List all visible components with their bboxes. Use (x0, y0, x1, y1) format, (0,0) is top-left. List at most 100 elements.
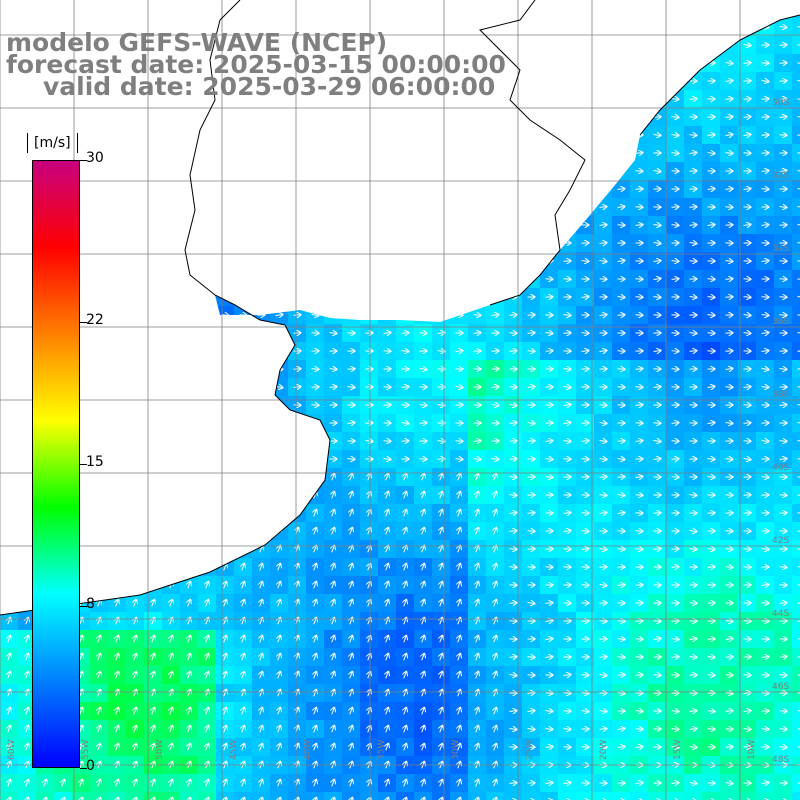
longitude-label: 15W (673, 740, 683, 760)
wind-arrow (8, 528, 11, 535)
wind-cell (270, 432, 288, 450)
wind-cell (450, 288, 468, 306)
wind-arrow (437, 153, 445, 154)
wind-cell (144, 504, 162, 522)
wind-cell (576, 162, 594, 180)
latitude-label: 32S (772, 171, 789, 181)
wind-cell (612, 54, 630, 72)
wind-arrow (653, 45, 661, 46)
wind-cell (360, 108, 378, 126)
wind-cell (792, 288, 800, 306)
wind-arrow (185, 441, 193, 442)
wind-arrow (239, 152, 247, 153)
wind-cell (432, 252, 450, 270)
wind-arrow (80, 582, 83, 589)
wind-arrow (80, 528, 83, 535)
wind-cell (648, 90, 666, 108)
wind-cell (108, 378, 126, 396)
wind-arrow (581, 243, 589, 244)
wind-cell (0, 792, 18, 800)
wind-cell (504, 36, 522, 54)
wind-cell (54, 792, 72, 800)
wind-arrow (743, 135, 751, 136)
wind-cell (648, 0, 666, 18)
wind-cell (504, 162, 522, 180)
wind-cell (360, 252, 378, 270)
wind-cell (180, 162, 198, 180)
wind-arrow (167, 153, 175, 154)
wind-cell (180, 450, 198, 468)
wind-cell (450, 252, 468, 270)
wind-arrow (491, 225, 499, 226)
wind-arrow (224, 546, 227, 553)
wind-arrow (689, 135, 697, 136)
wind-cell (0, 594, 18, 612)
wind-cell (234, 360, 252, 378)
wind-arrow (80, 510, 83, 517)
wind-arrow (725, 153, 733, 154)
wind-cell (342, 252, 360, 270)
wind-arrow (527, 225, 535, 226)
wind-cell (162, 558, 180, 576)
longitude-label: 25W (525, 740, 535, 760)
wind-arrow (743, 224, 751, 225)
wind-cell (558, 90, 576, 108)
wind-arrow (743, 81, 751, 82)
wind-arrow (437, 135, 445, 136)
wind-cell (378, 288, 396, 306)
wind-cell (216, 126, 234, 144)
wind-arrow (149, 369, 157, 370)
wind-cell (396, 234, 414, 252)
wind-cell (612, 162, 630, 180)
wind-cell (792, 18, 800, 36)
wind-cell (378, 216, 396, 234)
wind-arrow (293, 279, 301, 280)
wind-cell (0, 396, 18, 414)
wind-cell (432, 162, 450, 180)
wind-cell (180, 126, 198, 144)
wind-arrow (185, 207, 193, 208)
wind-arrow (149, 297, 157, 298)
wind-arrow (743, 458, 751, 459)
wind-cell (252, 468, 270, 486)
wind-cell (90, 378, 108, 396)
wind-arrow (653, 297, 661, 298)
wind-arrow (134, 546, 137, 553)
wind-arrow (563, 261, 571, 262)
wind-arrow (131, 9, 139, 10)
wind-arrow (581, 441, 589, 442)
wind-cell (432, 126, 450, 144)
wind-arrow (8, 546, 11, 553)
wind-cell (108, 414, 126, 432)
wind-cell (252, 216, 270, 234)
wind-arrow (599, 657, 607, 658)
wind-cell (234, 288, 252, 306)
wind-arrow (311, 297, 319, 298)
wind-cell (252, 144, 270, 162)
wind-cell (684, 36, 702, 54)
wind-arrow (617, 477, 625, 478)
wind-arrow (599, 189, 607, 190)
wind-arrow (725, 423, 733, 424)
wind-arrow (275, 315, 283, 316)
wind-cell (252, 108, 270, 126)
wind-cell (396, 0, 414, 18)
wind-arrow (671, 477, 679, 478)
wind-arrow (707, 135, 715, 136)
wind-arrow (239, 405, 247, 406)
wind-arrow (5, 207, 13, 208)
wind-arrow (491, 333, 499, 334)
wind-arrow (743, 387, 751, 388)
wind-arrow (8, 582, 11, 589)
wind-arrow (635, 639, 643, 640)
wind-cell (198, 360, 216, 378)
wind-cell (504, 216, 522, 234)
wind-cell (108, 558, 126, 576)
colorbar-tick-label: 30 (86, 150, 104, 166)
wind-cell (0, 90, 18, 108)
wind-arrow (617, 135, 625, 136)
wind-cell (198, 486, 216, 504)
wind-arrow (347, 423, 355, 424)
wind-cell (216, 522, 234, 540)
wind-cell (108, 576, 126, 594)
